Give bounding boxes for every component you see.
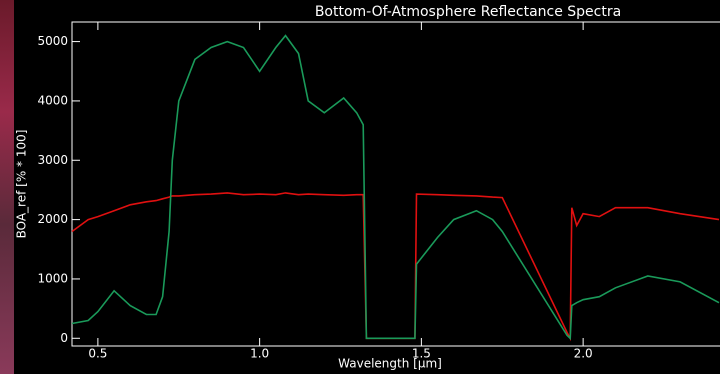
y-tick-label: 2000 [37,212,68,226]
y-tick-label: 5000 [37,34,68,48]
y-tick-label: 4000 [37,93,68,107]
x-tick-label: 2.0 [574,347,593,361]
chart-title: Bottom-Of-Atmosphere Reflectance Spectra [315,4,621,20]
x-tick-label: 1.5 [412,347,431,361]
y-tick-label: 1000 [37,271,68,285]
background [0,0,720,374]
y-axis-label: BOA_ref [% * 100] [15,130,29,239]
x-tick-label: 0.5 [88,347,107,361]
chart: Bottom-Of-Atmosphere Reflectance Spectra… [0,0,720,374]
x-tick-label: 1.0 [250,347,269,361]
y-tick-label: 0 [60,331,68,345]
y-tick-label: 3000 [37,153,68,167]
image-strip [0,0,14,374]
